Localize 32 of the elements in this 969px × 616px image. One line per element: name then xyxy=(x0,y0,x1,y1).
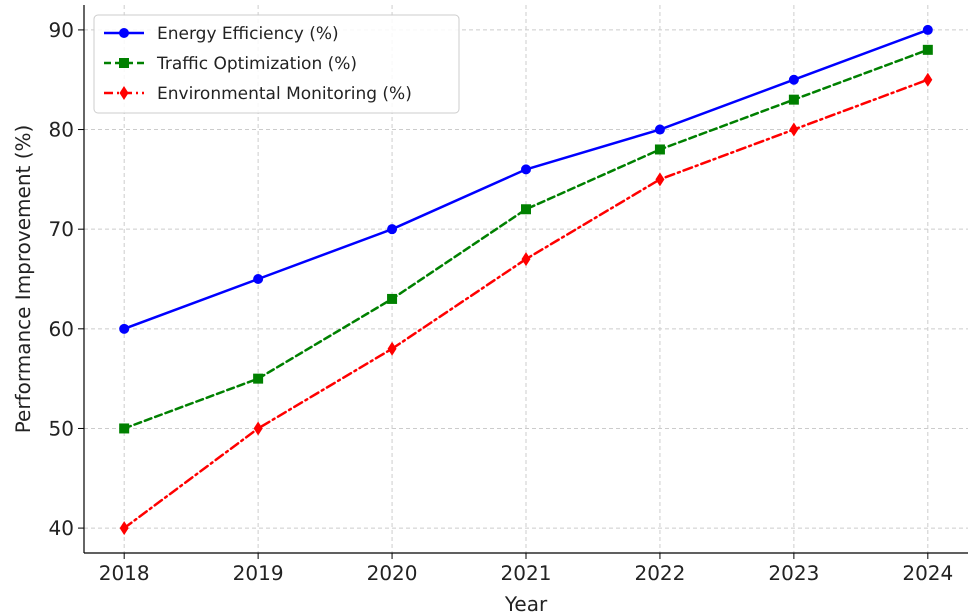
x-axis-title: Year xyxy=(504,592,548,616)
x-tick-label: 2018 xyxy=(98,561,150,585)
y-tick-label: 60 xyxy=(48,316,74,341)
point xyxy=(387,294,398,304)
y-tick-label: 50 xyxy=(48,416,74,440)
point xyxy=(253,274,264,284)
point xyxy=(922,24,933,35)
y-tick-label: 40 xyxy=(48,516,74,540)
legend-label: Traffic Optimization (%) xyxy=(156,54,358,74)
x-tick-label: 2023 xyxy=(768,561,820,585)
point xyxy=(521,204,531,214)
x-tick-label: 2019 xyxy=(232,561,284,585)
x-tick-label: 2021 xyxy=(500,561,552,585)
x-tick-label: 2022 xyxy=(634,561,686,585)
point xyxy=(521,164,531,174)
legend-label: Environmental Monitoring (%) xyxy=(157,84,412,104)
legend-label: Energy Efficiency (%) xyxy=(157,24,339,44)
point xyxy=(654,124,665,135)
point xyxy=(119,324,130,334)
point xyxy=(253,374,264,384)
point xyxy=(654,144,665,154)
point xyxy=(119,423,130,434)
y-axis-title: Performance Improvement (%) xyxy=(11,124,35,434)
point xyxy=(788,94,799,105)
point xyxy=(387,224,398,234)
y-tick-label: 70 xyxy=(48,217,74,242)
point xyxy=(788,74,799,85)
y-tick-label: 90 xyxy=(48,18,74,42)
x-tick-label: 2020 xyxy=(366,561,418,585)
y-tick-label: 80 xyxy=(48,118,74,142)
x-tick-label: 2024 xyxy=(902,561,954,585)
point xyxy=(922,44,933,55)
